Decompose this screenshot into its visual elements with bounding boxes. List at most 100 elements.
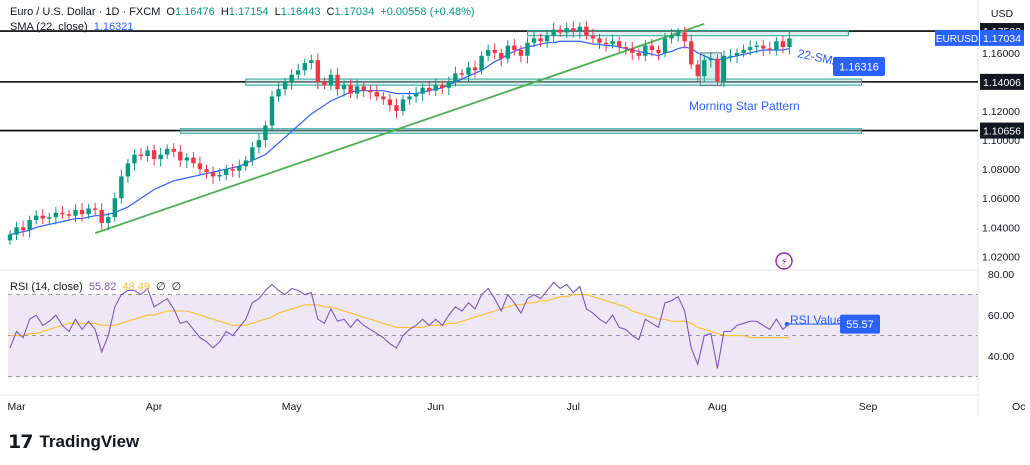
candle-body [623,47,628,49]
price-tick-label: 1.06000 [982,193,1020,205]
trendline-layer [94,22,705,234]
open-value: 1.16476 [174,6,215,18]
candle-body [708,58,714,61]
candle-body [734,52,740,56]
candle-body [577,26,583,32]
candle-body [99,209,104,223]
candle-body [138,154,144,157]
candle-body [7,234,13,241]
candle-body [112,198,117,218]
candle-body [584,26,589,36]
price-tick-label: 1.02000 [982,251,1020,263]
price-tick-label: 1.12000 [982,106,1020,118]
candle-body [413,93,419,97]
symbol-badge [935,29,979,46]
candle-body [354,86,360,94]
rsi-axis: 80.00 60.00 40.00 [988,269,1014,363]
symbol-legend: Euro / U.S. Dollar · 1D · FXCM O1.16476 … [10,6,478,18]
rsi-tick-label: 60.00 [988,310,1014,322]
candle-body [669,35,674,39]
candle-body [610,41,615,45]
tradingview-logo[interactable]: 𝟭𝟳 TradingView [8,431,139,453]
candle-body [269,96,275,126]
candle-body [184,157,190,161]
time-tick-label: Mar [8,401,27,413]
candle-body [656,49,661,53]
candle-body [34,215,39,221]
rsi-legend-extra-2: ∅ [171,281,182,293]
candle-body [695,64,700,77]
candle-body [178,151,183,161]
candle-body [767,48,772,50]
sma-layer [9,40,790,236]
candle-body [682,32,687,42]
candle-body [322,81,327,85]
time-tick-label: Sep [859,401,878,413]
candle-body [499,52,504,59]
candle-body [328,74,334,85]
morning-star-label: Morning Star Pattern [689,99,800,113]
price-axis: USD1.160001.120001.100001.080001.060001.… [935,8,1024,263]
candle-body [250,147,255,161]
candle-body [66,214,72,216]
candle-body [466,67,471,75]
candle-body [407,96,412,100]
candle-body [256,140,262,148]
candle-body [302,63,307,71]
rsi-value-badge-text: 55.57 [846,319,874,331]
candle-body [400,99,406,112]
candle-body [197,163,203,170]
candle-body [223,169,229,175]
candle-body [282,81,288,90]
candle-body [433,84,438,91]
high-label: H [220,6,229,18]
rsi-band-layer [8,294,978,378]
candle-body [512,45,517,50]
candle-body [675,32,681,36]
candle-body [453,73,458,82]
rsi-value-badge [840,314,880,334]
sma-legend-label: SMA (22, close) [10,21,88,33]
candle-body [20,227,26,231]
rsi-legend-value: 55.82 [88,281,117,293]
price-tick-label: 1.08000 [982,164,1020,176]
candle-body [616,41,622,48]
candle-body [40,215,45,219]
candle-body [341,84,347,90]
tradingview-logo-icon: 𝟭𝟳 [8,431,33,453]
candle-body [125,163,131,177]
candle-body [217,174,222,177]
sma-value-badge-text: 1.16316 [839,62,879,74]
candle-body [230,169,235,171]
rsi-legend: RSI (14, close) 55.82 48.49 ∅ ∅ [10,280,184,293]
candle-body [296,70,301,75]
time-axis: Mar Apr May Jun Jul Aug Sep Oc [8,401,1026,413]
candle-body [361,86,366,91]
price-zone [179,128,863,134]
price-zone [245,78,863,86]
candle-body [774,41,779,50]
price-axis-currency: USD [991,8,1014,20]
candle-body [715,58,720,82]
rsi-ma-legend-value: 48.49 [122,281,150,293]
candle-body [643,45,648,56]
candle-body [472,67,478,71]
level-price-badge-text: 1.10656 [983,126,1021,138]
candle-body [86,208,91,215]
candle-body [171,148,176,152]
close-label: C [326,6,335,18]
time-tick-label: Jun [427,401,444,413]
candle-body [119,176,124,199]
candle-body [761,45,766,49]
candle-body [551,29,556,36]
price-tick-label: 1.04000 [982,222,1020,234]
time-tick-label: Aug [708,401,727,413]
candle-body [702,60,707,77]
flash-icon [775,252,793,270]
candle-body [27,220,32,231]
candle-body [446,81,452,88]
last-price-badge [980,29,1024,46]
candle-body [689,41,694,65]
candle-body [335,74,340,90]
